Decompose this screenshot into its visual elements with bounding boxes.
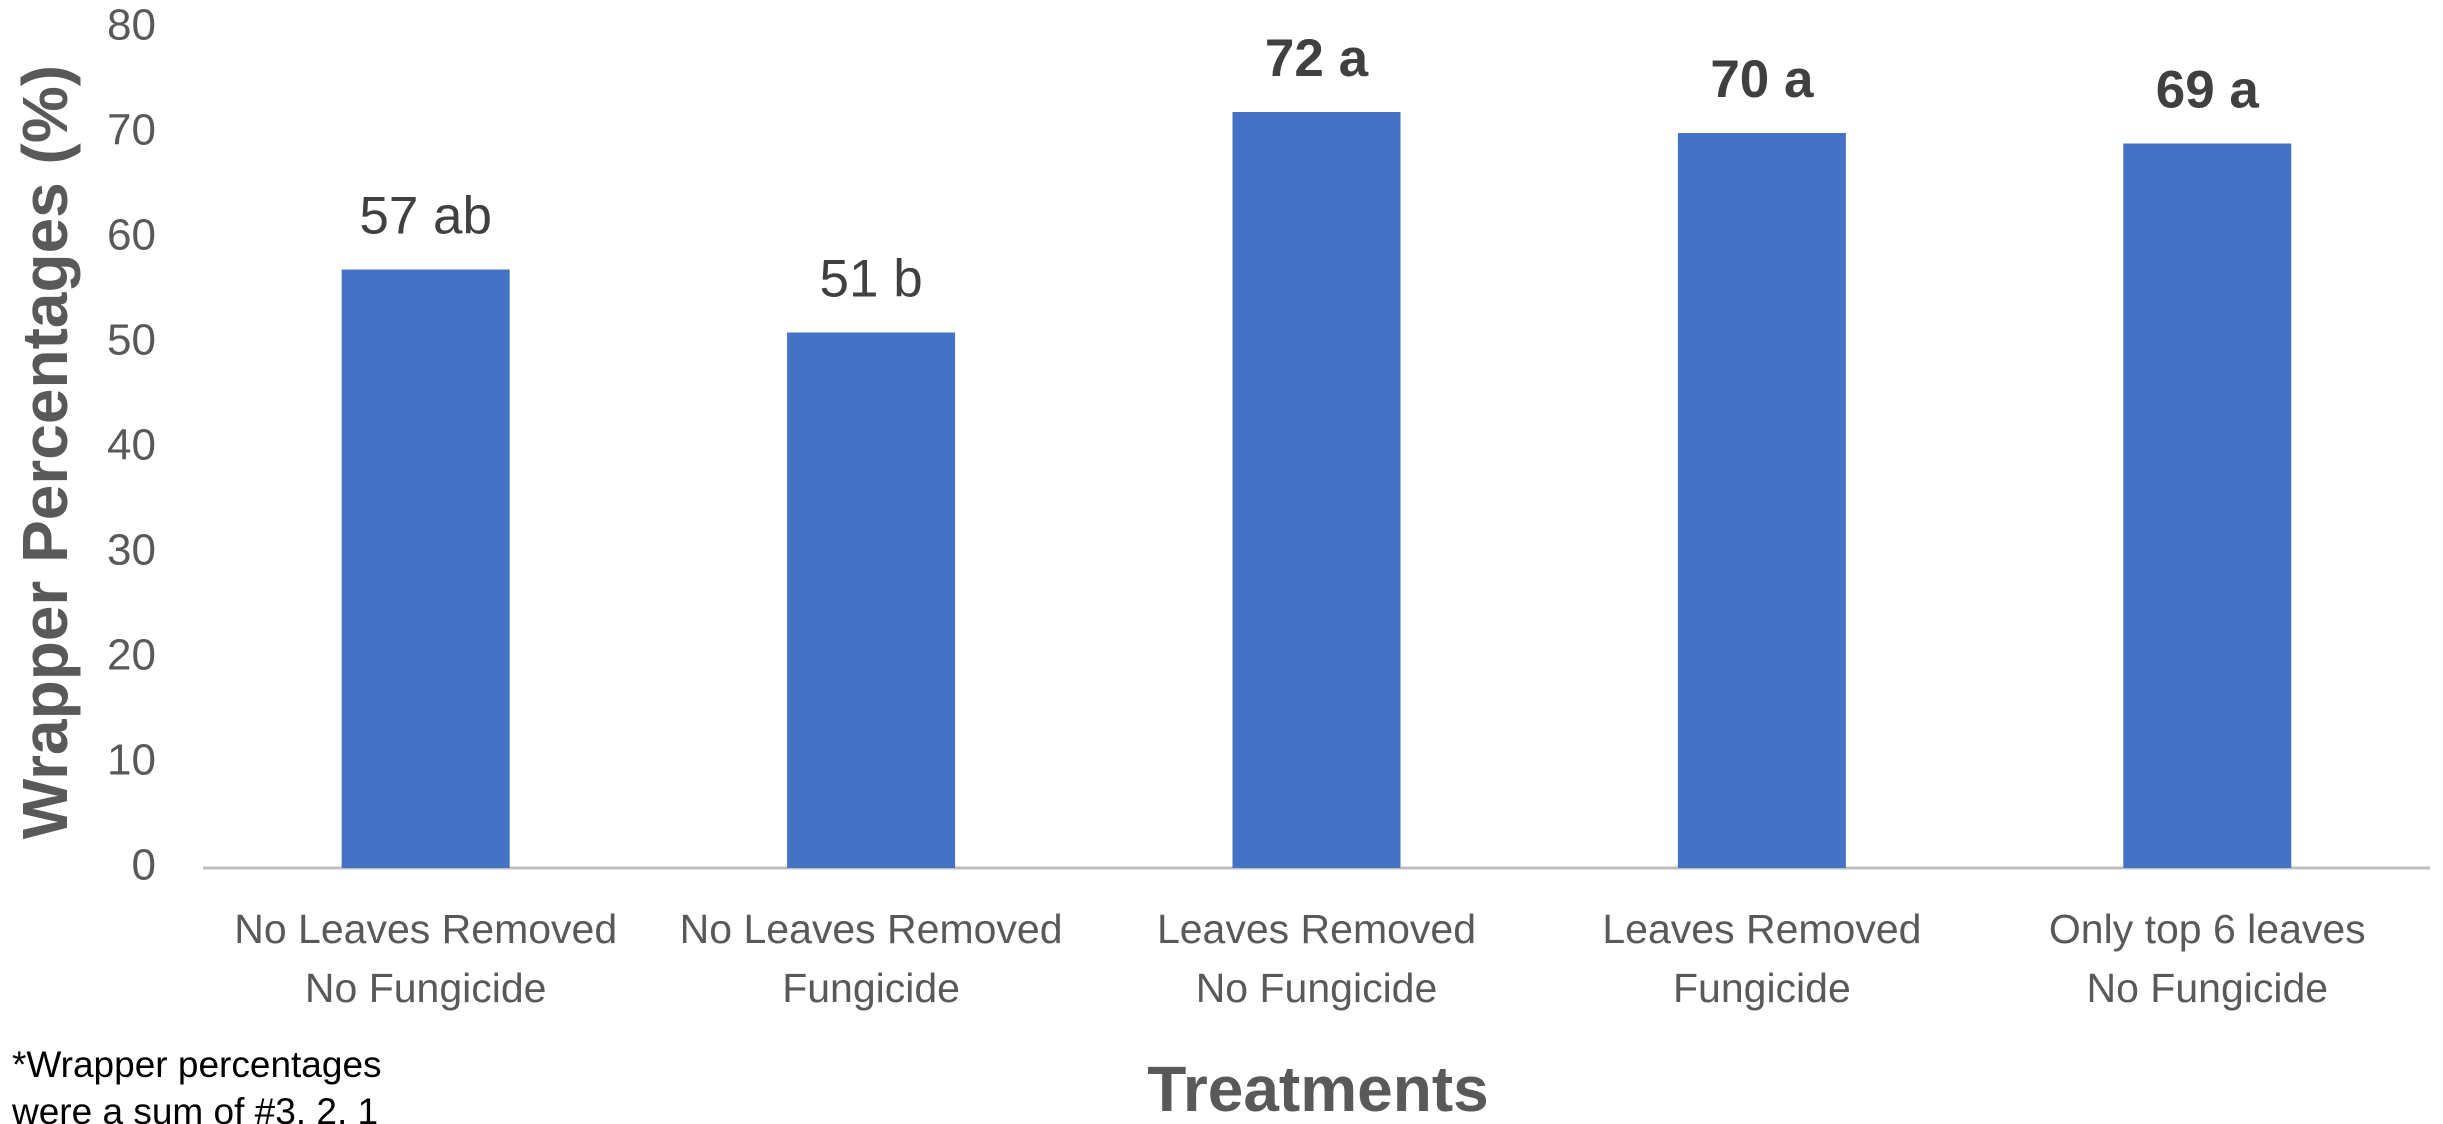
value-label: 69 a	[2156, 61, 2260, 120]
y-tick-label: 20	[107, 631, 156, 680]
x-tick-label: Leaves Removed	[1602, 906, 1921, 952]
bar	[787, 332, 956, 868]
x-tick-label: No Fungicide	[1196, 965, 1438, 1011]
x-tick-label: Fungicide	[1673, 965, 1851, 1011]
footnote: were a sum of #3, 2, 1	[11, 1091, 378, 1124]
x-axis-title: Treatments	[1147, 1053, 1488, 1124]
x-tick-label: Fungicide	[782, 965, 960, 1011]
value-label: 57 ab	[359, 187, 492, 246]
y-tick-label: 10	[107, 736, 156, 785]
bar	[1232, 112, 1401, 868]
x-tick-label: Only top 6 leaves	[2049, 906, 2366, 952]
value-label: 51 b	[820, 250, 923, 309]
value-label: 70 a	[1710, 50, 1814, 109]
footnote: *Wrapper percentages	[12, 1044, 382, 1085]
y-axis-title: Wrapper Percentages (%)	[9, 65, 81, 839]
x-tick-label: No Leaves Removed	[680, 906, 1063, 952]
y-tick-label: 50	[107, 316, 156, 365]
x-tick-label: No Leaves Removed	[234, 906, 617, 952]
x-tick-label: Leaves Removed	[1157, 906, 1476, 952]
bar	[2123, 143, 2292, 868]
y-tick-label: 60	[107, 211, 156, 260]
bar	[1677, 133, 1846, 868]
x-tick-label: No Fungicide	[2087, 965, 2329, 1011]
y-tick-label: 80	[107, 1, 156, 50]
y-tick-label: 0	[132, 841, 156, 890]
y-tick-label: 70	[107, 106, 156, 155]
y-tick-label: 40	[107, 421, 156, 470]
bar	[341, 269, 510, 868]
x-tick-label: No Fungicide	[305, 965, 547, 1011]
value-label: 72 a	[1265, 29, 1369, 88]
y-tick-label: 30	[107, 526, 156, 575]
